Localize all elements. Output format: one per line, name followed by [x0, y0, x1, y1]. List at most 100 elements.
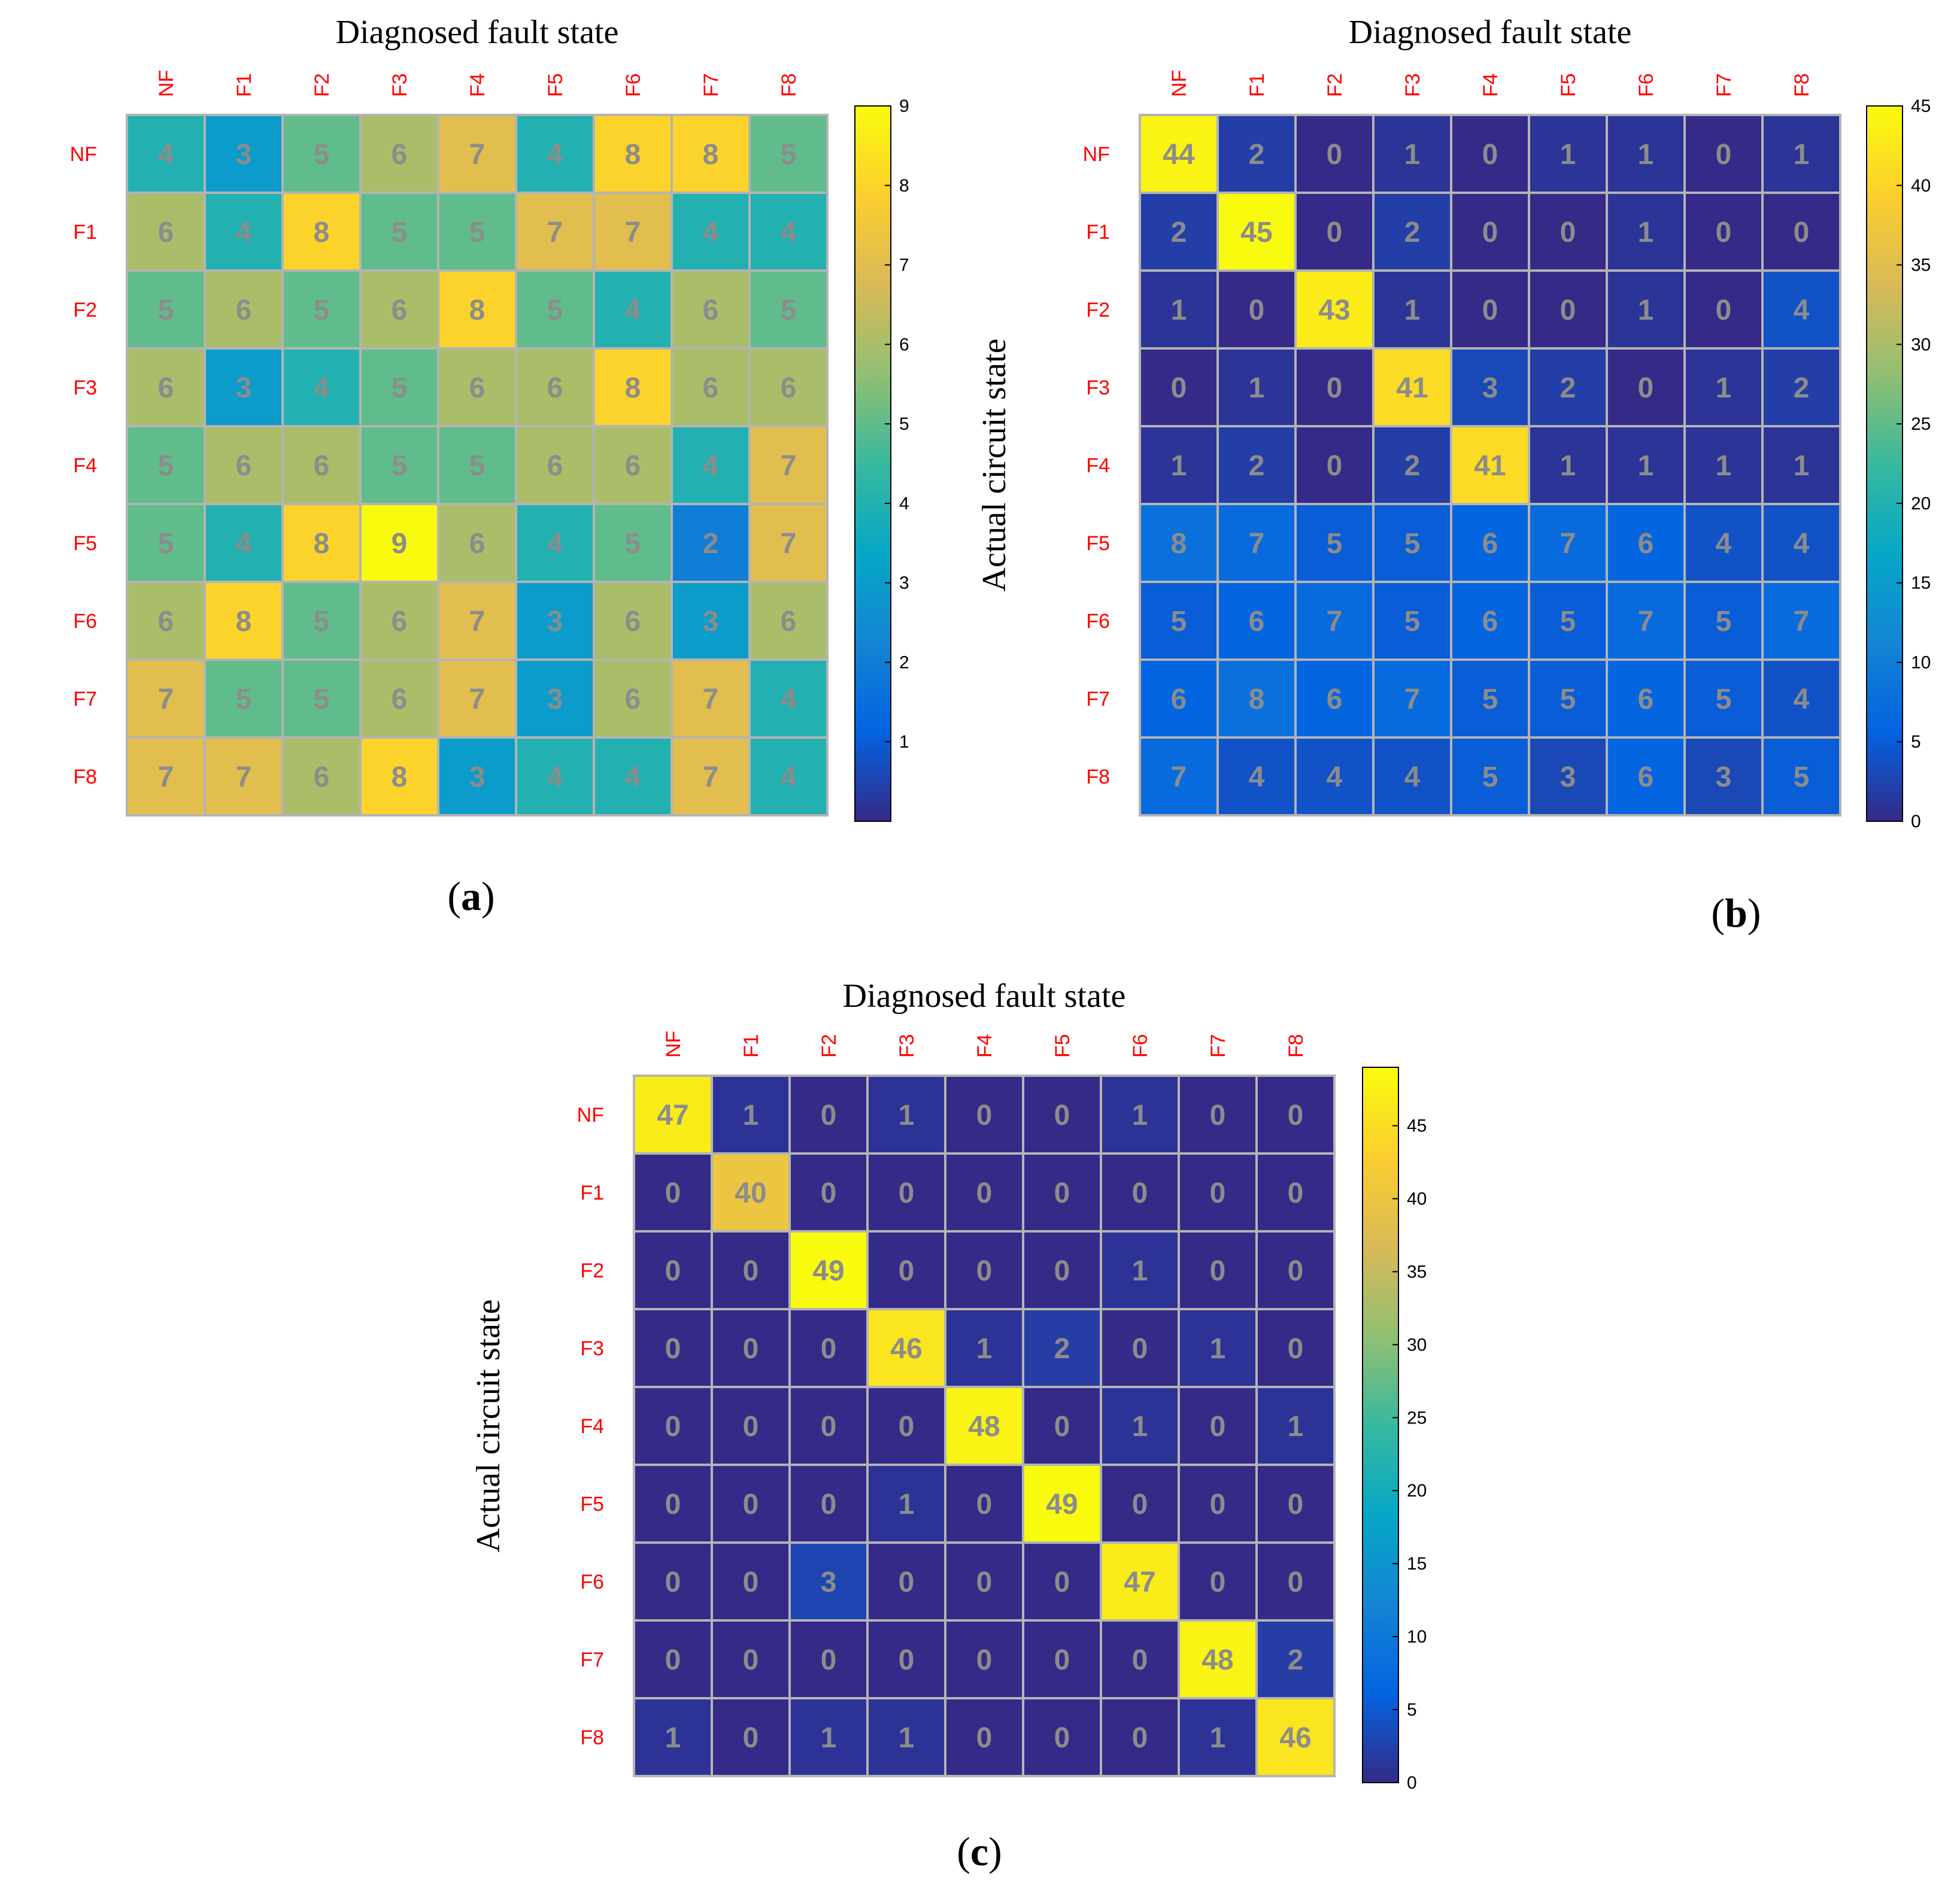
heatmap-cell	[359, 658, 439, 739]
cell-value: 0	[976, 1100, 993, 1131]
cell-value: 1	[1404, 295, 1421, 326]
heatmap-cell	[670, 503, 751, 583]
cell-value: 6	[1249, 606, 1265, 638]
heatmap-cell	[1022, 1230, 1102, 1310]
heatmap-cell	[437, 658, 517, 739]
cell-value: 6	[547, 372, 563, 404]
heatmap-cell	[593, 736, 673, 816]
heatmap-cell	[711, 1619, 791, 1699]
cell-value: 5	[781, 139, 797, 171]
cell-value: 5	[158, 450, 174, 482]
cell-value: 1	[1132, 1411, 1148, 1443]
heatmap-cell	[944, 1541, 1024, 1622]
y-axis-label: Actual circuit state	[976, 339, 1013, 592]
cell-value: 0	[1210, 1489, 1226, 1520]
heatmap-cell	[437, 269, 517, 350]
heatmap-cell	[1528, 347, 1608, 427]
cell-value: 1	[1210, 1722, 1226, 1754]
heatmap-cell	[204, 503, 284, 583]
heatmap-cell	[1528, 503, 1608, 583]
heatmap-cell	[1528, 658, 1608, 739]
column-label: F8	[1791, 73, 1813, 97]
cell-value: 4	[314, 372, 330, 404]
cell-value: 3	[469, 761, 486, 793]
colorbar-tick-label: 0	[1407, 1773, 1417, 1793]
cell-value: 6	[158, 606, 174, 638]
heatmap-cell	[1528, 269, 1608, 350]
cell-value: 8	[314, 217, 330, 248]
heatmap-cell	[437, 581, 517, 661]
cell-value: 0	[1054, 1722, 1070, 1754]
row-label: F3	[1086, 377, 1110, 399]
column-label: F2	[818, 1034, 841, 1058]
heatmap-cell	[944, 1308, 1024, 1388]
cell-value: 7	[1327, 606, 1343, 638]
cell-value: 0	[1327, 139, 1343, 171]
cell-value: 6	[781, 606, 797, 638]
heatmap-cell	[1022, 1152, 1102, 1233]
column-label: F7	[1207, 1034, 1230, 1058]
cell-value: 0	[821, 1411, 837, 1443]
cell-value: 1	[1560, 139, 1576, 171]
heatmap-panel-b: Diagnosed fault state Actual circuit stat…	[976, 14, 1931, 936]
cell-value: 0	[665, 1644, 681, 1676]
cell-value: 0	[1716, 139, 1732, 171]
cell-value: 8	[236, 606, 252, 638]
cell-value: 4	[1404, 761, 1421, 793]
cell-value: 0	[821, 1333, 837, 1365]
cell-value: 5	[158, 295, 174, 326]
colorbar-tick-label: 45	[1911, 96, 1931, 116]
cell-value: 5	[314, 684, 330, 715]
heatmap-cell	[1294, 347, 1375, 427]
colorbar-tick-label: 10	[1911, 652, 1931, 672]
colorbar-tick-label: 15	[1407, 1554, 1427, 1574]
cell-value: 0	[1327, 450, 1343, 482]
cell-value: 3	[547, 606, 563, 638]
panel-label: (b)	[1711, 890, 1761, 936]
cell-value: 3	[236, 372, 252, 404]
row-label: F3	[73, 377, 97, 399]
cell-value: 5	[1560, 606, 1576, 638]
cell-value: 0	[1482, 217, 1498, 248]
heatmap-cell	[866, 1464, 946, 1544]
colorbar-tick-label: 7	[899, 256, 909, 275]
row-label: F1	[580, 1182, 604, 1204]
heatmap-cell	[1100, 1464, 1180, 1544]
colorbar-tick-label: 25	[1911, 414, 1931, 434]
cell-value: 8	[1249, 684, 1265, 715]
colorbar-tick-label: 2	[899, 652, 909, 672]
cell-value: 8	[469, 295, 486, 326]
cell-value: 6	[392, 606, 408, 638]
row-label: F8	[580, 1726, 604, 1749]
cell-value: 5	[1404, 606, 1421, 638]
heatmap-cell	[1450, 503, 1530, 583]
row-label: F5	[1086, 532, 1110, 555]
cell-value: 4	[703, 450, 719, 482]
cell-value: 8	[392, 761, 408, 793]
cell-value: 0	[976, 1489, 993, 1520]
cell-value: 5	[781, 295, 797, 326]
colorbar-tick-label: 5	[1407, 1700, 1417, 1720]
cell-value: 0	[1210, 1255, 1226, 1287]
cell-value: 6	[625, 450, 641, 482]
heatmap-cell	[1255, 1619, 1336, 1699]
cell-value: 48	[968, 1411, 1000, 1443]
heatmap-cell	[788, 1152, 869, 1233]
cell-value: 0	[1288, 1567, 1304, 1598]
cell-value: 1	[1716, 372, 1732, 404]
cell-value: 1	[1132, 1100, 1148, 1131]
row-label: F4	[580, 1415, 604, 1438]
cell-value: 5	[1482, 761, 1498, 793]
heatmap-cell	[748, 425, 829, 505]
cell-value: 0	[1716, 217, 1732, 248]
heatmap-cell	[1255, 1541, 1336, 1622]
heatmap-cell	[359, 269, 439, 350]
cell-value: 4	[1794, 528, 1810, 560]
cell-value: 7	[469, 606, 486, 638]
cell-value: 1	[1794, 139, 1810, 171]
heatmap-cell	[281, 503, 362, 583]
colorbar-tick-label: 5	[1911, 732, 1921, 752]
heatmap-cell	[204, 347, 284, 427]
heatmap-cell	[1294, 736, 1375, 816]
cell-value: 5	[392, 450, 408, 482]
